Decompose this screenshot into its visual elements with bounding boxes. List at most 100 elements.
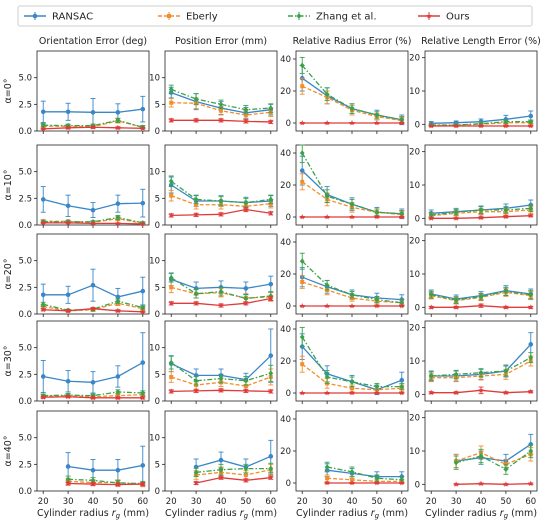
data-point [90, 477, 96, 484]
data-point [527, 388, 534, 395]
data-point [40, 219, 47, 226]
data-point [528, 342, 534, 347]
column-title: Relative Length Error (%) [421, 36, 541, 47]
data-point [453, 297, 459, 303]
data-point [115, 374, 121, 379]
x-tick-label: 40 [347, 497, 358, 507]
series [40, 393, 146, 401]
data-point [503, 389, 509, 396]
legend-entry: Ours [418, 12, 470, 23]
data-point [218, 211, 224, 217]
data-point [350, 477, 354, 482]
series [299, 390, 405, 396]
legend-frame [17, 5, 533, 27]
data-point [243, 473, 248, 477]
data-point [218, 474, 224, 481]
data-point [40, 292, 46, 298]
data-point [349, 480, 355, 486]
data-point [40, 125, 47, 132]
y-tick-label: 5 [155, 370, 160, 380]
x-tick-label: 50 [500, 497, 511, 507]
data-point [115, 298, 121, 304]
axes-frame [164, 233, 278, 315]
data-point [453, 371, 459, 378]
data-point [399, 477, 405, 483]
data-point [193, 377, 199, 384]
data-point [428, 212, 434, 218]
x-tick-label: 50 [112, 497, 123, 507]
y-tick-label: 20 [280, 357, 291, 367]
data-point [268, 465, 274, 472]
legend-marker [167, 14, 171, 18]
y-tick-label: 0.0 [18, 487, 32, 497]
data-point [218, 101, 224, 108]
series [299, 326, 405, 391]
series [40, 124, 146, 132]
data-point [218, 466, 224, 473]
subplot: 0 20 40 [280, 233, 409, 317]
series [428, 286, 534, 304]
y-tick-label: 0 [286, 302, 291, 312]
subplot: 0 20 40 [280, 50, 409, 134]
data-point [40, 109, 46, 115]
data-point [428, 123, 435, 129]
subplot: 0 5 10 [149, 320, 278, 407]
row-label: α=40° [3, 435, 14, 466]
data-point [299, 62, 305, 69]
data-point [65, 307, 71, 314]
data-point [65, 378, 71, 384]
x-tick-label: 30 [451, 497, 462, 507]
data-point [478, 453, 484, 459]
data-point [90, 380, 96, 385]
series [428, 123, 534, 129]
data-point [324, 464, 330, 470]
series [168, 295, 274, 308]
data-point [299, 390, 306, 396]
data-point [349, 201, 355, 207]
y-tick-label: 10 [149, 168, 160, 178]
x-tick-label: 30 [322, 497, 333, 507]
subplot: 0 20 40 [280, 144, 409, 228]
data-point [40, 394, 47, 400]
data-point [115, 117, 121, 124]
series [168, 84, 274, 115]
series [428, 386, 534, 396]
y-tick-label: 20 [409, 54, 420, 64]
series-line [68, 478, 143, 485]
legend-label: RANSAC [52, 12, 93, 23]
data-point [478, 369, 484, 376]
y-tick-label: 0.0 [18, 127, 32, 137]
series-line [170, 88, 271, 111]
legend: RANSAC Eberly Zhang et al. Ours [17, 5, 533, 27]
y-tick-label: 2.5 [18, 283, 32, 293]
data-point [349, 105, 355, 112]
y-tick-label: 5.0 [18, 434, 32, 444]
data-point [503, 304, 509, 310]
series [299, 252, 405, 307]
y-tick-label: 5 [155, 283, 160, 293]
data-point [168, 274, 174, 281]
data-point [193, 387, 199, 394]
data-point [503, 368, 509, 374]
y-tick-label: 20 [280, 270, 291, 280]
data-point [300, 179, 305, 184]
data-point [194, 202, 199, 207]
data-point [399, 211, 405, 217]
data-point [398, 120, 405, 126]
subplot: 0.0 2.5 5.0 [18, 233, 150, 320]
data-point [139, 481, 146, 487]
series-line [456, 483, 531, 485]
y-tick-label: 10 [149, 74, 160, 84]
data-point [478, 207, 484, 213]
data-point [349, 390, 355, 396]
data-point [65, 480, 71, 486]
series [168, 387, 274, 394]
y-tick-label: 0 [415, 390, 420, 400]
data-point [140, 304, 146, 311]
series [324, 480, 405, 486]
series [453, 480, 534, 487]
y-tick-label: 10 [149, 434, 160, 444]
series [299, 144, 405, 218]
data-point [528, 205, 534, 212]
y-tick-label: 20 [409, 148, 420, 158]
